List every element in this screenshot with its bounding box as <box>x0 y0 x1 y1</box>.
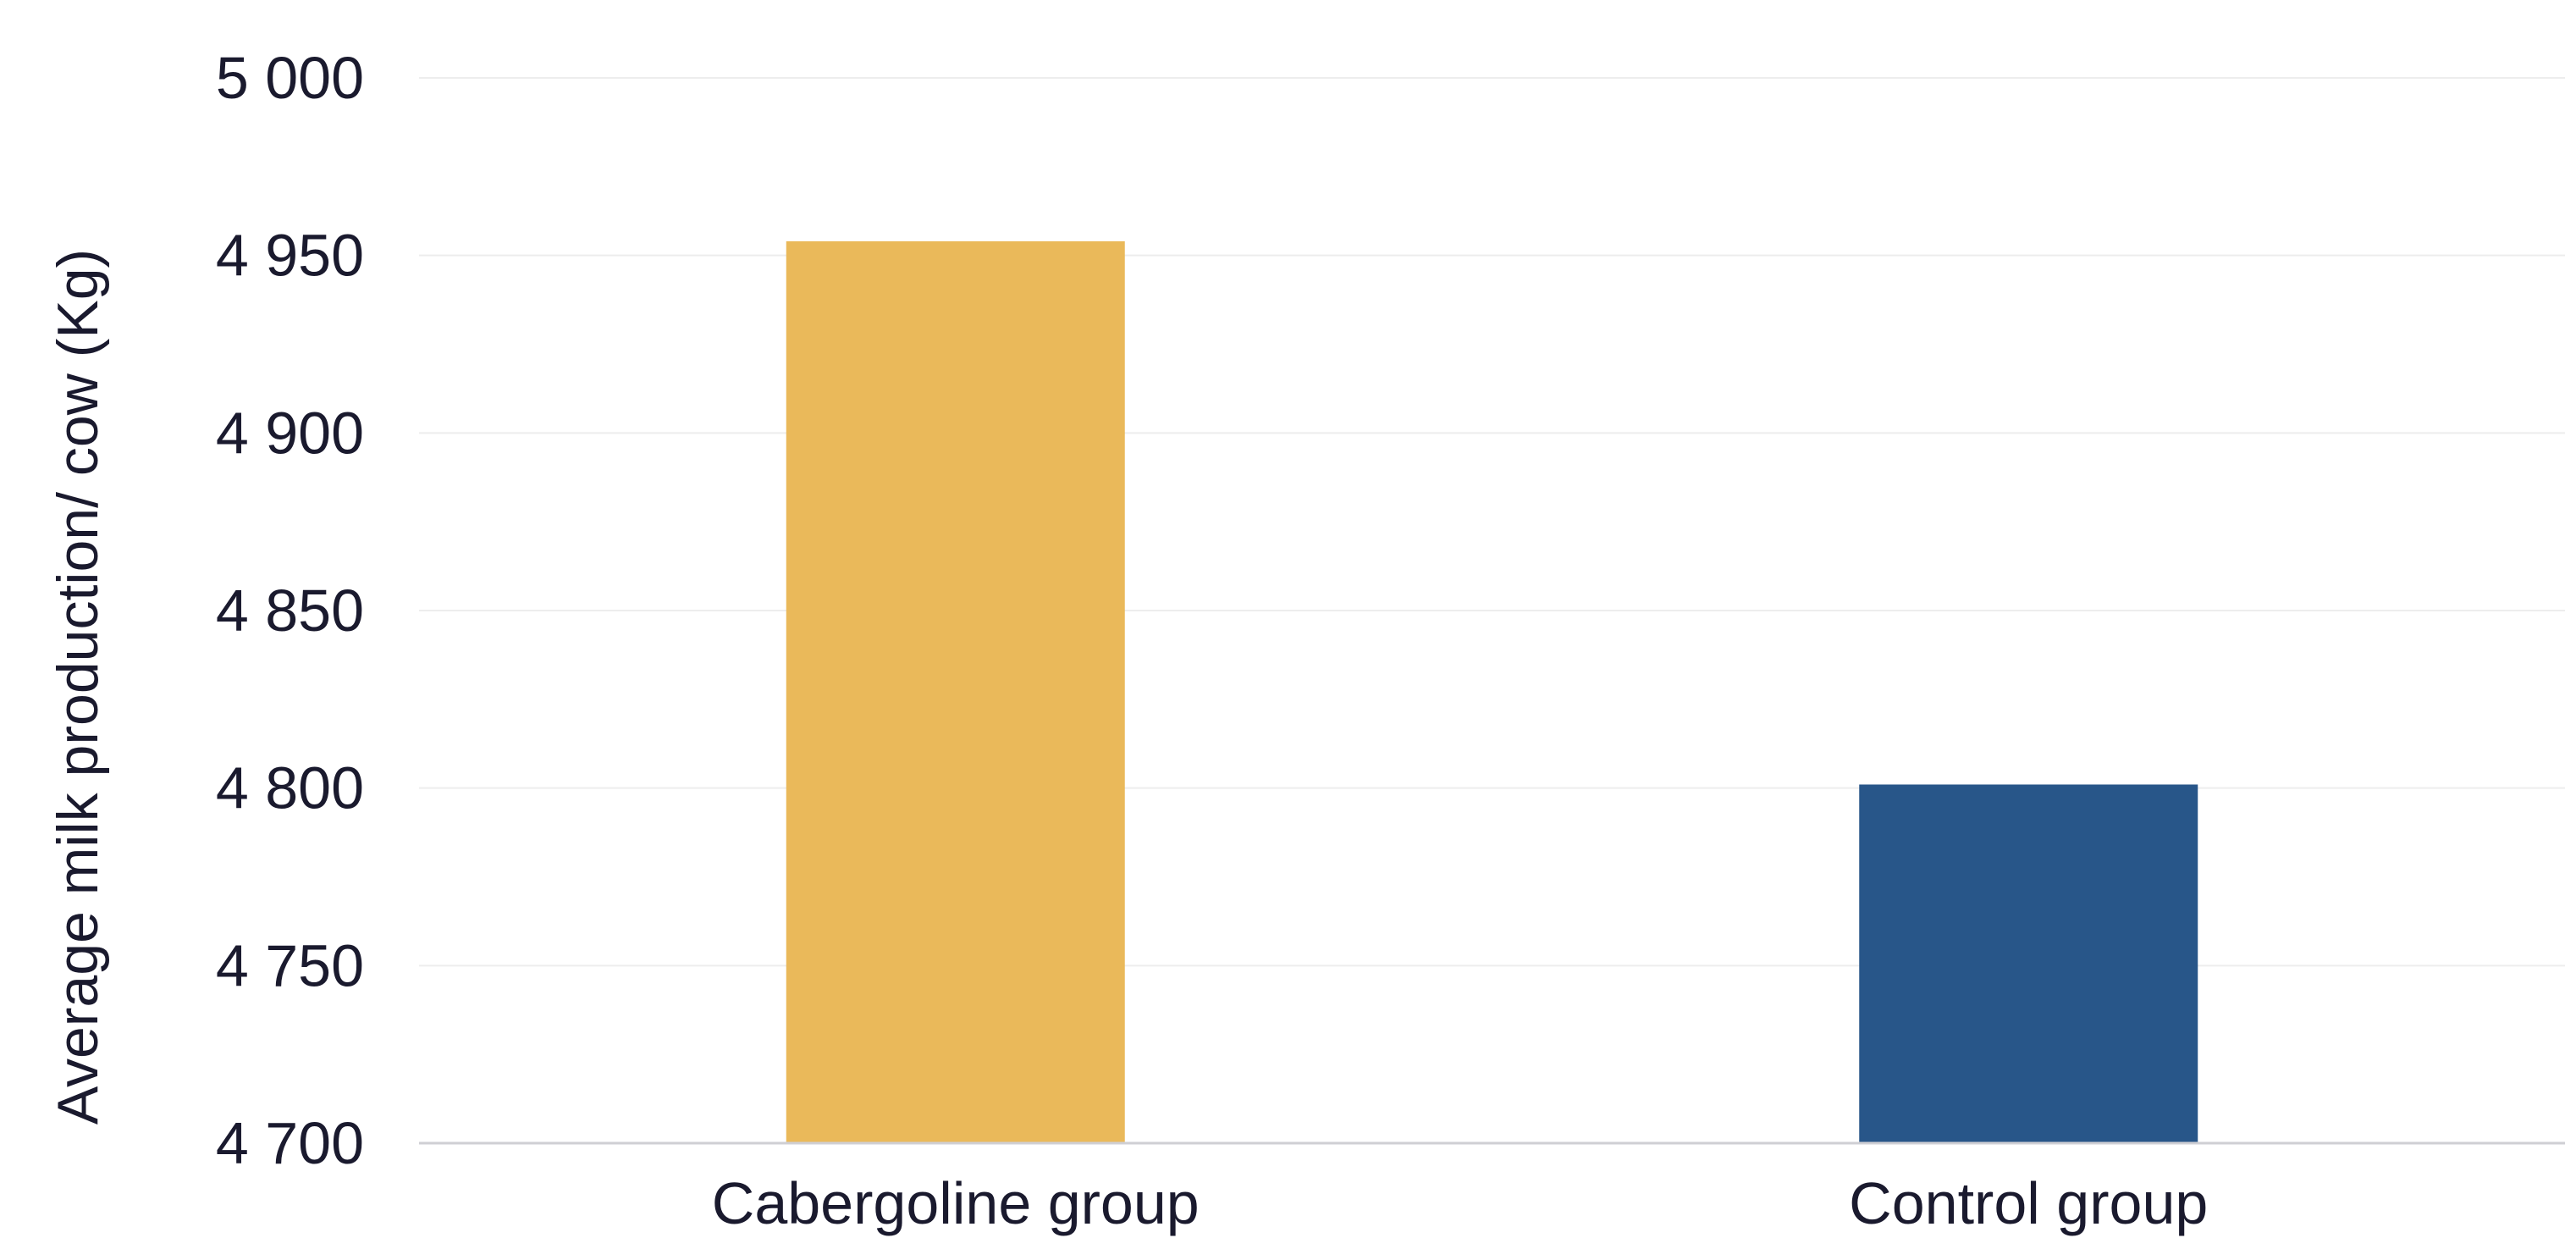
bar-control-group <box>1859 784 2198 1143</box>
y-tick-label: 4 800 <box>216 755 364 821</box>
y-tick-label: 4 700 <box>216 1110 364 1176</box>
y-tick-label: 4 750 <box>216 932 364 998</box>
y-tick-label: 4 850 <box>216 578 364 644</box>
y-axis-ticks: 4 700 4 750 4 800 4 850 4 900 4 950 5 000 <box>216 45 364 1176</box>
bars <box>786 240 2198 1144</box>
x-tick-label: Control group <box>1849 1170 2208 1236</box>
bar-cabergoline-group <box>786 240 1125 1144</box>
y-axis-label: Average milk production/ cow (Kg) <box>46 249 110 1125</box>
x-axis-ticks: Cabergoline group Control group <box>712 1170 2209 1236</box>
y-tick-label: 5 000 <box>216 45 364 111</box>
y-tick-label: 4 950 <box>216 223 364 289</box>
x-tick-label: Cabergoline group <box>712 1170 1200 1236</box>
gridlines <box>419 77 2565 967</box>
y-tick-label: 4 900 <box>216 400 364 466</box>
